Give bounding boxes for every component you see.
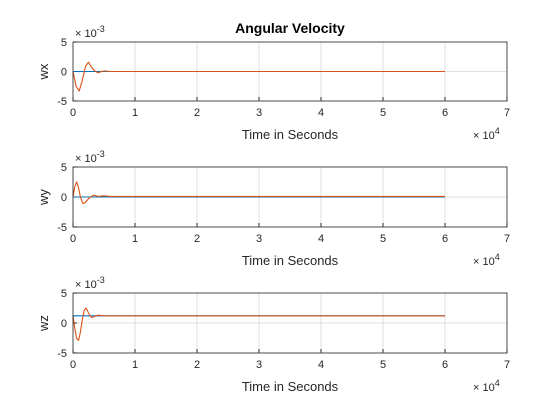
x-tick-label: 4 [318,359,324,371]
x-tick-label: 3 [256,359,262,371]
chart-title: Angular Velocity [235,20,345,36]
x-axis-label: Time in Seconds [242,127,339,142]
x-exponent-label: × 104 [473,378,500,394]
x-tick-label: 5 [380,233,386,245]
axes-box [72,166,508,228]
y-tick-label: -5 [57,348,67,360]
x-axis-label: Time in Seconds [242,253,339,268]
x-tick-label: 1 [132,107,138,119]
y-axis-label: wy [36,189,51,206]
x-tick-label: 1 [132,359,138,371]
x-tick-label: 5 [380,359,386,371]
x-tick-label: 7 [504,359,510,371]
x-tick-label: 3 [256,233,262,245]
x-tick-label: 7 [504,107,510,119]
y-exponent-label: × 10-3 [75,149,105,165]
y-tick-label: -5 [57,222,67,234]
y-exponent-label: × 10-3 [75,275,105,291]
x-axis-label: Time in Seconds [242,379,339,394]
x-tick-label: 0 [70,359,76,371]
x-exponent-label: × 104 [473,252,500,268]
series-line-2 [72,181,445,205]
axes-box [72,292,508,354]
y-axis-label: wz [36,315,51,332]
x-tick-label: 2 [194,359,200,371]
x-exponent-label: × 104 [473,126,500,142]
x-tick-label: 2 [194,107,200,119]
x-tick-label: 0 [70,107,76,119]
y-tick-label: 0 [61,318,67,330]
y-axis-label: wx [36,63,51,80]
axes-box [72,41,508,102]
x-tick-label: 6 [442,359,448,371]
y-tick-label: -5 [57,96,67,108]
y-tick-label: 0 [61,192,67,204]
y-tick-label: 5 [61,288,67,300]
x-tick-label: 2 [194,233,200,245]
x-tick-label: 6 [442,107,448,119]
x-tick-label: 1 [132,233,138,245]
y-tick-label: 5 [61,37,67,49]
y-exponent-label: × 10-3 [75,24,105,40]
y-tick-label: 0 [61,67,67,79]
x-tick-label: 7 [504,233,510,245]
x-tick-label: 3 [256,107,262,119]
series-line-2 [72,307,445,341]
x-tick-label: 4 [318,233,324,245]
x-tick-label: 4 [318,107,324,119]
x-tick-label: 0 [70,233,76,245]
series-line-2 [72,61,445,92]
x-tick-label: 6 [442,233,448,245]
y-tick-label: 5 [61,162,67,174]
x-tick-label: 5 [380,107,386,119]
